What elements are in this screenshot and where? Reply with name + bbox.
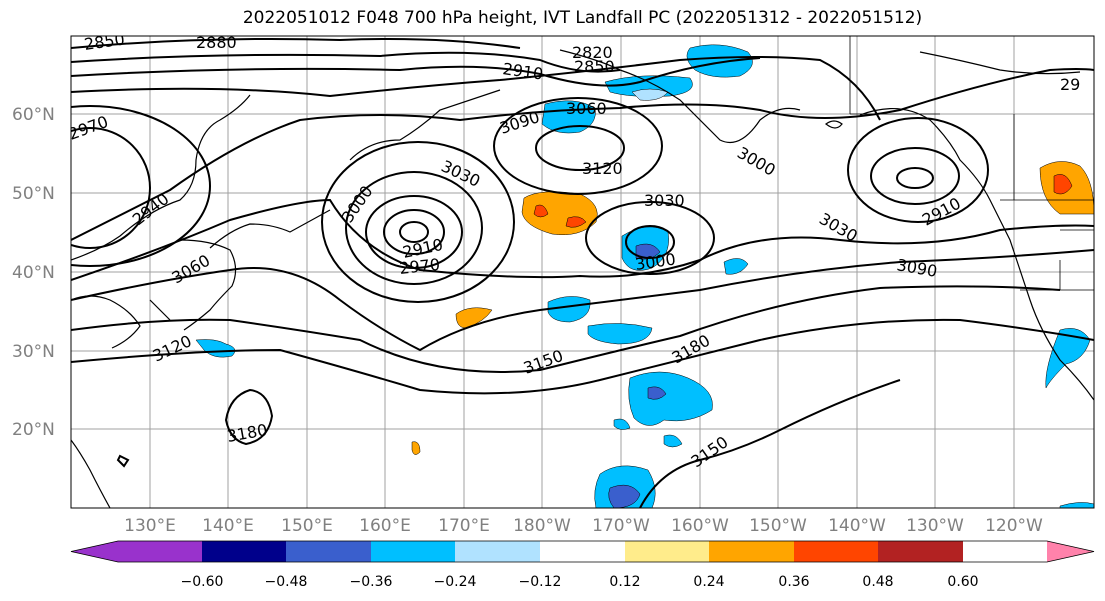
contour-label: 2880 xyxy=(196,33,237,52)
contour-label: 2820 xyxy=(572,43,613,62)
longitude-labels: 130°E 140°E 150°E 160°E 170°E 180°W 170°… xyxy=(124,516,1043,536)
colorbar-segment xyxy=(709,541,794,562)
lon-label: 150°E xyxy=(281,516,333,536)
lat-label: 20°N xyxy=(12,420,55,440)
lon-label: 130°W xyxy=(906,516,964,536)
lon-label: 130°E xyxy=(124,516,176,536)
contour-label: 2850 xyxy=(83,29,126,53)
colorbar-tick-label: −0.24 xyxy=(434,574,477,590)
lat-label: 60°N xyxy=(12,105,55,125)
lon-label: 160°W xyxy=(671,516,729,536)
contour-label: 29 xyxy=(1060,75,1080,94)
colorbar-tick-label: −0.36 xyxy=(350,574,393,590)
contour-label: 2970 xyxy=(398,255,440,278)
lon-label: 170°W xyxy=(592,516,650,536)
colorbar-segment xyxy=(878,541,963,562)
lon-label: 170°E xyxy=(438,516,490,536)
colorbar-tick-label: −0.60 xyxy=(181,574,224,590)
colorbar-segment xyxy=(794,541,878,562)
colorbar-segment xyxy=(625,541,709,562)
lat-label: 30°N xyxy=(12,342,55,362)
colorbar-extend-low xyxy=(71,541,118,562)
colorbar xyxy=(70,540,1095,563)
contour-label: 3060 xyxy=(566,99,607,118)
colorbar-tick-labels: −0.60 −0.48 −0.36 −0.24 −0.12 0.12 0.24 … xyxy=(181,574,979,590)
colorbar-segment xyxy=(455,541,540,562)
colorbar-outline xyxy=(70,540,1095,563)
colorbar-tick-label: 0.12 xyxy=(609,574,640,590)
latitude-labels: 60°N 50°N 40°N 30°N 20°N xyxy=(12,105,55,440)
colorbar-segment xyxy=(286,541,371,562)
contour-label: 3120 xyxy=(582,159,623,178)
colorbar-tick-label: 0.60 xyxy=(947,574,978,590)
contour-label: 3030 xyxy=(644,191,685,210)
colorbar-segment xyxy=(118,541,202,562)
lon-label: 120°W xyxy=(985,516,1043,536)
lat-label: 50°N xyxy=(12,184,55,204)
contour-label: 2850 xyxy=(574,57,615,76)
lon-label: 160°E xyxy=(359,516,411,536)
lon-label: 140°E xyxy=(202,516,254,536)
coastlines xyxy=(71,49,1094,508)
map-title: 2022051012 F048 700 hPa height, IVT Land… xyxy=(242,8,923,28)
lon-label: 150°W xyxy=(749,516,807,536)
colorbar-tick-label: 0.36 xyxy=(778,574,809,590)
colorbar-segment xyxy=(202,541,286,562)
height-contours xyxy=(71,38,1094,508)
colorbar-tick-label: −0.12 xyxy=(519,574,562,590)
lon-label: 180°W xyxy=(513,516,571,536)
colorbar-extend-high xyxy=(1047,541,1094,562)
lon-label: 140°W xyxy=(828,516,886,536)
colorbar-tick-label: 0.48 xyxy=(862,574,893,590)
map-frame xyxy=(70,35,1095,509)
colorbar-tick-label: −0.48 xyxy=(265,574,308,590)
colorbar-tick-label: 0.24 xyxy=(693,574,724,590)
colorbar-segment xyxy=(371,541,455,562)
lat-label: 40°N xyxy=(12,263,55,283)
colorbar-segment xyxy=(540,541,625,562)
